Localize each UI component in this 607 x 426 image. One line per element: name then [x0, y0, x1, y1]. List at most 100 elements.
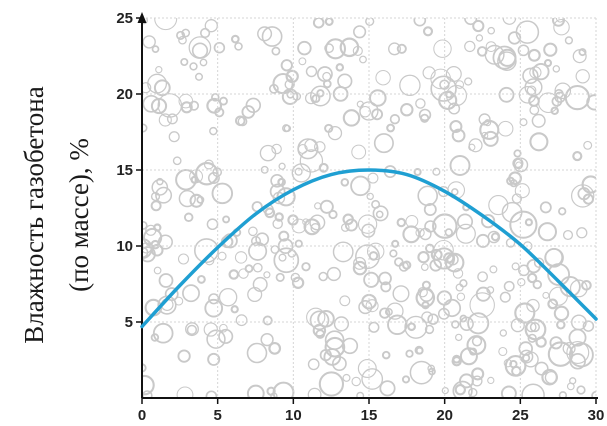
- bubble-decoration: [468, 143, 476, 151]
- bubble-decoration: [526, 298, 540, 313]
- bubble-decoration: [352, 260, 368, 276]
- bubble-decoration: [255, 232, 270, 247]
- bubble-decoration: [532, 279, 543, 290]
- bubble-decoration: [357, 359, 377, 378]
- bubble-decoration: [196, 274, 206, 284]
- bubble-decoration: [535, 336, 547, 348]
- bubble-decoration: [191, 42, 209, 59]
- y-tick-label: 25: [116, 10, 133, 27]
- y-tick-label: 5: [125, 314, 133, 331]
- bubble-decoration: [352, 45, 363, 56]
- bubble-decoration: [566, 382, 575, 391]
- bubble-decoration: [378, 271, 392, 286]
- bubble-decoration: [471, 336, 483, 347]
- bubble-decoration: [451, 128, 466, 143]
- bubble-decoration: [180, 101, 193, 114]
- bubble-decoration: [142, 35, 156, 49]
- bubble-decoration: [297, 40, 312, 56]
- bubble-decoration: [142, 94, 161, 113]
- bubble-decoration: [245, 97, 262, 114]
- bubble-decoration: [357, 214, 378, 234]
- bubble-decoration: [294, 167, 303, 176]
- bubble-decoration: [230, 34, 240, 44]
- bubble-decoration: [583, 140, 593, 150]
- bubble-decoration: [365, 299, 379, 313]
- bubble-decoration: [152, 322, 174, 344]
- bubble-decoration: [194, 72, 204, 81]
- bubble-decoration: [471, 367, 485, 381]
- bubble-decoration: [399, 74, 421, 97]
- bubble-decoration: [475, 233, 490, 248]
- bubble-decoration: [456, 213, 474, 230]
- bubble-decoration: [177, 349, 191, 363]
- x-tick-label: 25: [512, 407, 529, 424]
- bubble-decoration: [568, 328, 587, 347]
- bubble-decoration: [388, 42, 401, 56]
- bubble-decoration: [421, 311, 434, 324]
- bubble-decoration: [180, 57, 189, 67]
- bubble-decoration: [268, 342, 282, 355]
- x-tick-label: 30: [588, 407, 605, 424]
- bubble-decoration: [519, 349, 534, 364]
- bubble-decoration: [464, 40, 476, 53]
- bubble-decoration: [401, 375, 411, 384]
- bubble-decoration: [222, 215, 231, 224]
- bubble-decoration: [219, 96, 228, 106]
- bubble-decoration: [264, 207, 276, 219]
- bubble-decoration: [153, 79, 171, 97]
- bubble-decoration: [413, 167, 422, 177]
- bubble-decoration: [405, 349, 414, 358]
- bubble-decoration: [452, 268, 464, 279]
- bubble-decoration: [277, 177, 286, 187]
- bubble-decoration: [511, 262, 520, 271]
- bubble-decoration: [451, 356, 462, 367]
- bubble-decoration: [151, 179, 169, 196]
- bubble-decoration: [537, 222, 558, 242]
- bubble-decoration: [272, 72, 294, 95]
- bubble-decoration: [432, 167, 441, 176]
- x-tick-label: 20: [436, 407, 453, 424]
- bubble-decoration: [342, 213, 354, 226]
- series-layer: [140, 168, 598, 329]
- bubble-decoration: [511, 193, 523, 204]
- bubble-decoration: [554, 91, 566, 103]
- bubble-decoration: [428, 367, 436, 376]
- x-tick-label: 5: [213, 407, 221, 424]
- bubble-decoration: [581, 279, 592, 291]
- grid: [142, 17, 597, 398]
- x-tick-label: 10: [285, 407, 302, 424]
- bubble-decoration: [514, 302, 536, 324]
- bubble-decoration: [484, 44, 505, 65]
- bubble-decoration: [387, 314, 408, 336]
- bubble-decoration: [157, 295, 177, 315]
- bubble-decoration: [444, 228, 453, 237]
- bubble-decoration: [524, 218, 533, 227]
- bubble-decoration: [499, 329, 508, 337]
- bubble-decoration: [451, 188, 459, 196]
- bubble-decoration: [375, 210, 384, 219]
- x-tick-label: 0: [138, 407, 146, 424]
- bubble-decoration: [294, 239, 303, 248]
- bubble-decoration: [550, 106, 559, 116]
- bubble-decoration: [512, 157, 524, 169]
- bubble-decoration: [238, 268, 249, 279]
- bubble-decoration: [558, 391, 568, 398]
- bubble-decoration: [424, 324, 435, 335]
- bubble-decoration: [529, 66, 542, 79]
- bubble-decoration: [524, 78, 543, 97]
- bubble-decoration: [503, 358, 513, 368]
- bubble-decoration: [186, 324, 198, 336]
- bubble-decoration: [344, 218, 358, 232]
- bubble-decoration: [260, 332, 274, 347]
- bubble-decoration: [307, 387, 322, 398]
- bubble-decoration: [373, 133, 394, 154]
- bubble-decoration: [420, 263, 429, 271]
- bubble-decoration: [372, 205, 389, 222]
- bubble-decoration: [433, 39, 452, 58]
- bubble-decoration: [576, 385, 586, 395]
- bubble-decoration: [442, 298, 462, 318]
- bubble-decoration: [150, 333, 160, 342]
- bubble-decoration: [379, 307, 391, 319]
- bubble-decoration: [359, 55, 367, 64]
